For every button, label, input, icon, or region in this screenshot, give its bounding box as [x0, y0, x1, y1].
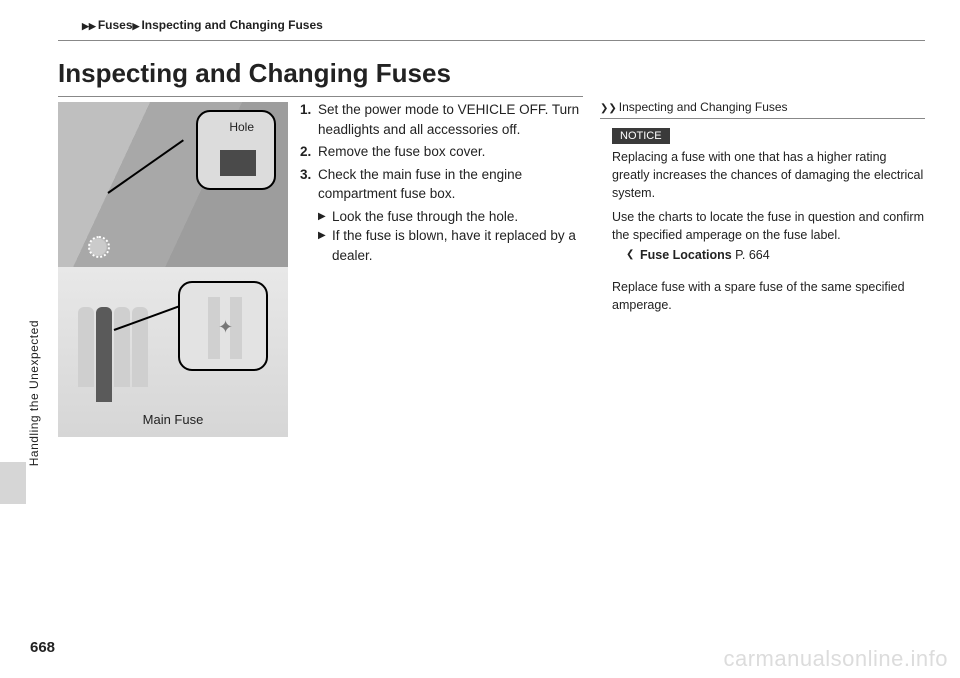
step-text: Check the main fuse in the engine compar…	[318, 165, 582, 204]
figure-fuse: Main Fuse	[58, 267, 288, 437]
side-tab-label: Handling the Unexpected	[27, 320, 41, 466]
step-num: 3.	[300, 165, 318, 204]
breadcrumb-a: Fuses	[98, 18, 133, 32]
step-num: 2.	[300, 142, 318, 162]
arrow-icon: ▶	[318, 226, 332, 265]
ref-icon: ❮	[626, 246, 640, 264]
breadcrumb: ▶▶Fuses▶Inspecting and Changing Fuses	[82, 18, 323, 32]
mainfuse-label: Main Fuse	[58, 412, 288, 427]
sidebar-p1: Replacing a fuse with one that has a hig…	[612, 148, 924, 202]
breadcrumb-b: Inspecting and Changing Fuses	[141, 18, 322, 32]
step-sub-text: If the fuse is blown, have it replaced b…	[332, 226, 582, 265]
side-tab	[0, 462, 26, 504]
ref-label: Fuse Locations	[640, 248, 732, 262]
callout-fuse	[178, 281, 268, 371]
divider	[58, 40, 925, 41]
watermark: carmanualsonline.info	[723, 646, 948, 672]
tri-icon: ▶▶	[82, 21, 96, 31]
notice-badge: NOTICE	[612, 128, 670, 144]
figure-engine: Hole	[58, 102, 288, 267]
sidebar-ref: ❮ Fuse Locations P. 664	[612, 246, 924, 264]
hole-circle-icon	[88, 236, 110, 258]
steps-list: 1.Set the power mode to VEHICLE OFF. Tur…	[300, 100, 582, 266]
step-text: Remove the fuse box cover.	[318, 142, 582, 162]
sidebar-p3: Replace fuse with a spare fuse of the sa…	[612, 278, 924, 314]
divider	[58, 96, 583, 97]
sidebar-p2: Use the charts to locate the fuse in que…	[612, 208, 924, 244]
tri-icon: ▶	[133, 21, 140, 31]
step-text: Set the power mode to VEHICLE OFF. Turn …	[318, 100, 582, 139]
ref-page: P. 664	[735, 248, 770, 262]
step-num: 1.	[300, 100, 318, 139]
figure: Hole Main Fuse	[58, 102, 288, 437]
sidebar-heading: ❯❯Inspecting and Changing Fuses	[600, 100, 788, 114]
page-title: Inspecting and Changing Fuses	[58, 58, 451, 89]
divider	[600, 118, 925, 119]
leader-line	[107, 139, 184, 193]
hole-label: Hole	[229, 120, 254, 134]
page-number: 668	[30, 639, 55, 656]
step-sub-text: Look the fuse through the hole.	[332, 207, 582, 227]
arrow-icon: ▶	[318, 207, 332, 227]
dbl-arrow-icon: ❯❯	[600, 103, 617, 114]
